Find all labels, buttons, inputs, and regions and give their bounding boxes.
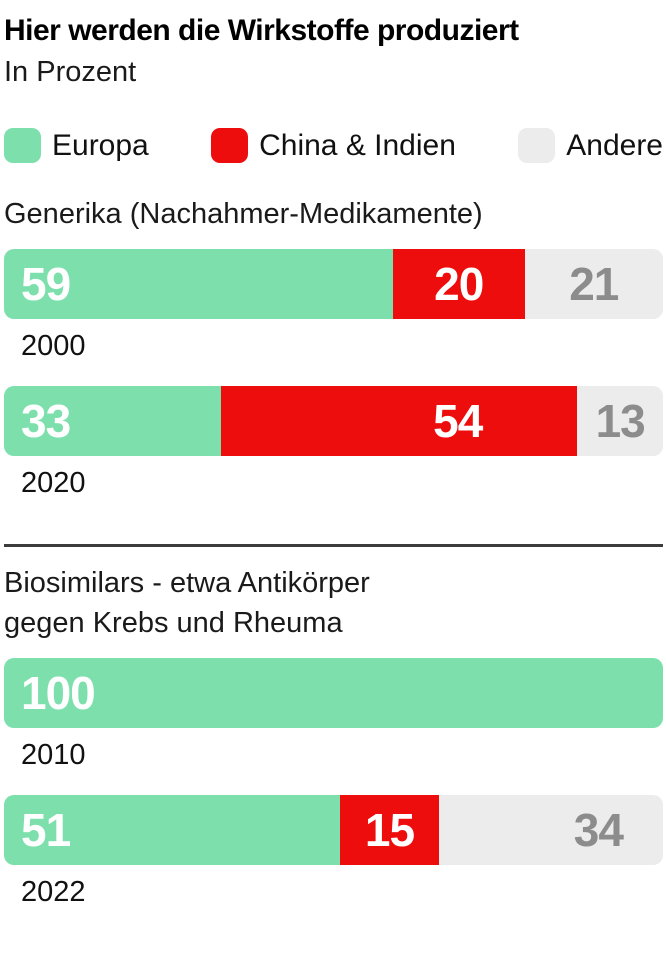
segment-value-label: 59 <box>21 258 71 310</box>
bar-segment-andere: 34 <box>438 795 663 865</box>
bar-segment-europa: 59 <box>4 249 393 319</box>
year-label: 2022 <box>21 876 86 908</box>
legend-item: Europa <box>4 128 149 163</box>
year-label: 2020 <box>21 467 86 499</box>
bar-segment-china-indien: 54 <box>221 386 578 456</box>
bar-segment-andere: 13 <box>577 386 663 456</box>
bar-segment-europa: 33 <box>4 386 222 456</box>
segment-value-label: 21 <box>569 258 619 310</box>
bar-row: 59 20 21 2000 <box>4 249 663 363</box>
stacked-bar: 51 15 34 <box>4 795 663 865</box>
segment-value-label: 54 <box>433 395 483 447</box>
bar-segment-andere: 21 <box>524 249 663 319</box>
legend-item: China & Indien <box>211 128 456 163</box>
legend-swatch-china-indien <box>211 128 249 163</box>
bar-segment-europa: 51 <box>4 795 341 865</box>
bar-row: 100 2010 <box>4 658 663 772</box>
segment-value-label: 51 <box>21 804 71 856</box>
bar-row: 33 54 13 2020 <box>4 386 663 500</box>
legend: Europa China & Indien Andere <box>4 128 663 163</box>
year-label: 2000 <box>21 330 86 362</box>
year-label: 2010 <box>21 739 86 771</box>
stacked-bar: 33 54 13 <box>4 386 663 456</box>
stacked-bar: 59 20 21 <box>4 249 663 319</box>
chart-subtitle: In Prozent <box>4 56 137 88</box>
stacked-bar: 100 <box>4 658 663 728</box>
segment-value-label: 15 <box>364 804 415 856</box>
segment-value-label: 34 <box>573 804 624 856</box>
legend-item: Andere <box>518 128 663 163</box>
legend-label: Europa <box>52 128 149 162</box>
legend-label: China & Indien <box>259 128 456 162</box>
legend-swatch-andere <box>518 128 556 163</box>
legend-label: Andere <box>566 128 663 162</box>
segment-value-label: 20 <box>434 258 484 310</box>
segment-value-label: 13 <box>595 395 646 447</box>
section-heading: Generika (Nachahmer-Medikamente) <box>4 198 483 230</box>
chart-body: Generika (Nachahmer-Medikamente) 59 20 21 … <box>4 194 663 909</box>
section-heading: Biosimilars - etwa Antikörper gegen Krebs… <box>4 567 370 639</box>
legend-swatch-europa <box>4 128 41 163</box>
chart-title: Hier werden die Wirkstoffe produziert <box>4 14 519 47</box>
bar-row: 51 15 34 2022 <box>4 795 663 909</box>
segment-value-label: 33 <box>21 395 71 447</box>
bar-segment-europa: 100 <box>4 658 663 728</box>
section-divider <box>4 544 663 547</box>
segment-value-label: 100 <box>21 667 96 719</box>
bar-segment-china-indien: 15 <box>340 795 439 865</box>
bar-segment-china-indien: 20 <box>392 249 525 319</box>
infographic: Hier werden die Wirkstoffe produziert In… <box>4 14 663 909</box>
